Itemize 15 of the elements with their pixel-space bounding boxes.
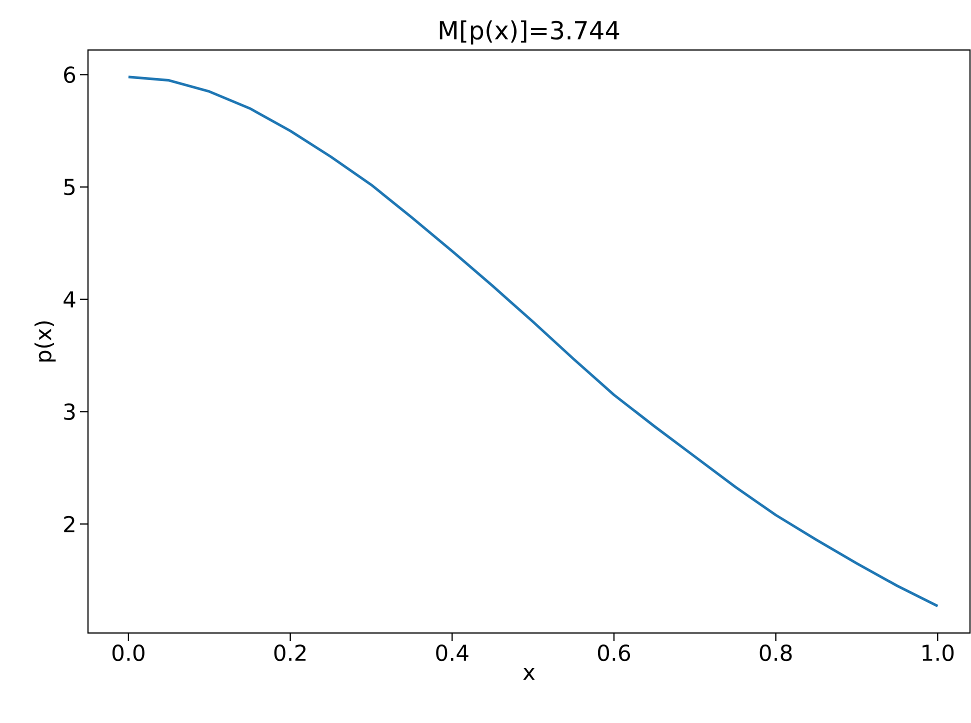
y-tick-label: 6 bbox=[64, 66, 76, 83]
y-tick-label: 3 bbox=[64, 403, 75, 420]
x-axis-title: x bbox=[523, 668, 535, 680]
x-tick-label: 0.0 bbox=[112, 644, 144, 662]
line-series bbox=[127, 76, 939, 608]
x-tick-label: 0.4 bbox=[436, 644, 468, 662]
x-tick-label: 0.8 bbox=[760, 644, 792, 662]
x-tick-label: 1.0 bbox=[922, 644, 954, 662]
y-tick-label: 4 bbox=[64, 291, 76, 308]
y-tick-label: 2 bbox=[64, 516, 74, 532]
y-axis-title: p(x) bbox=[34, 321, 56, 362]
x-tick-label: 0.2 bbox=[274, 644, 306, 662]
y-tick-label: 5 bbox=[64, 178, 75, 196]
chart-title: M[p(x)]=3.744 bbox=[440, 20, 620, 44]
x-tick-label: 0.6 bbox=[598, 644, 630, 662]
